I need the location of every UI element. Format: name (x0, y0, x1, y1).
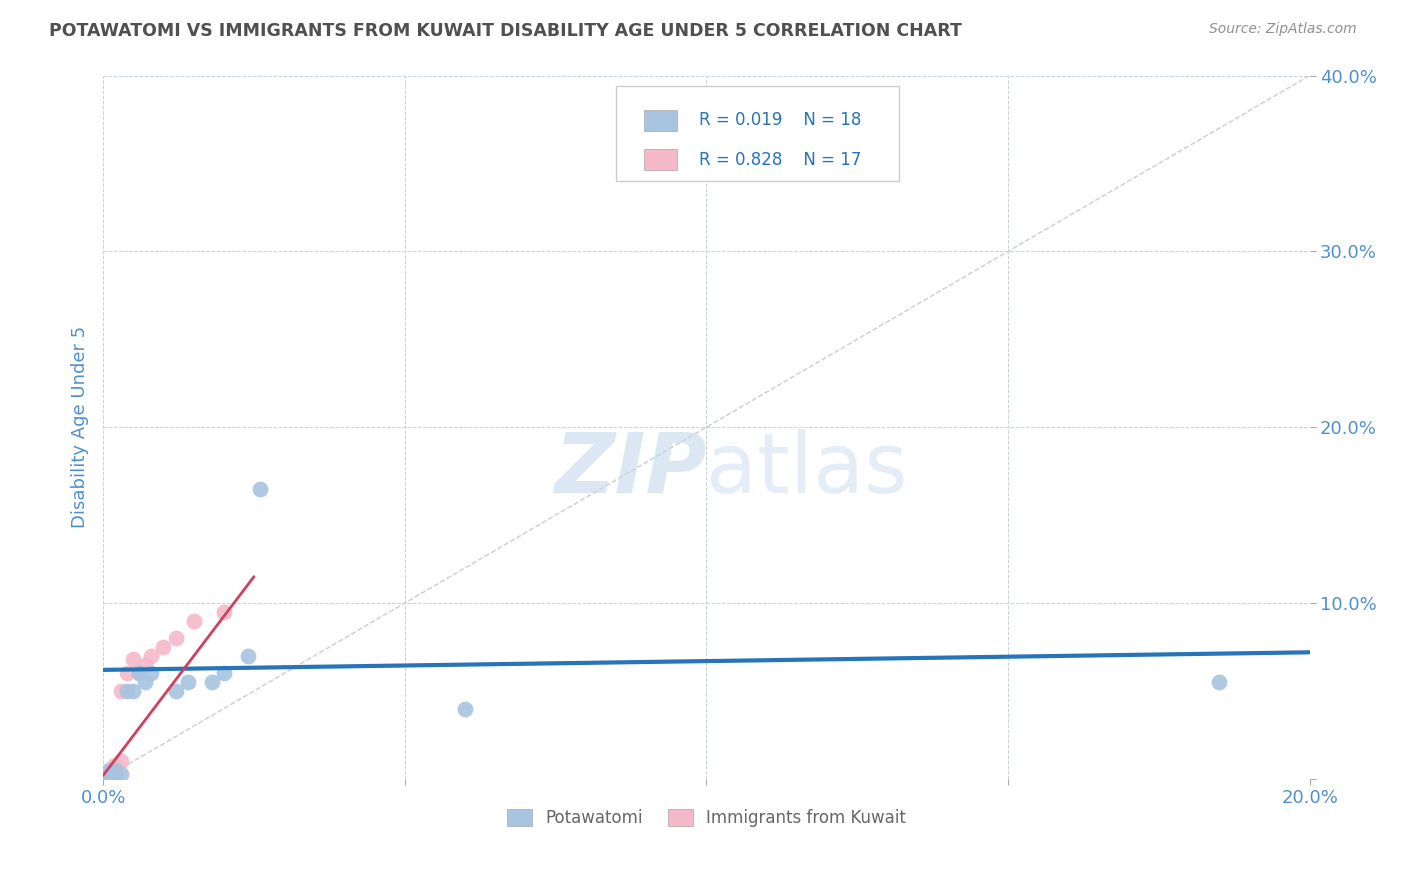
Point (91, 772, 114, 786)
Point (98, 764, 121, 779)
Point (110, 766, 132, 780)
Point (165, 632, 187, 646)
Point (117, 666, 139, 681)
Point (134, 675, 156, 690)
Point (212, 666, 235, 681)
Text: POTAWATOMI VS IMMIGRANTS FROM KUWAIT DISABILITY AGE UNDER 5 CORRELATION CHART: POTAWATOMI VS IMMIGRANTS FROM KUWAIT DIS… (49, 22, 962, 40)
Point (176, 675, 198, 690)
FancyBboxPatch shape (644, 110, 678, 131)
FancyBboxPatch shape (644, 149, 678, 170)
Point (134, 657, 156, 672)
Point (128, 666, 150, 681)
Point (104, 764, 127, 779)
Point (141, 666, 163, 681)
Point (152, 640, 174, 654)
Point (201, 675, 224, 690)
Point (104, 772, 127, 786)
Point (110, 755, 132, 769)
Point (122, 684, 145, 698)
Point (236, 648, 259, 663)
Point (165, 684, 187, 698)
Point (98, 772, 121, 786)
Point (141, 648, 163, 663)
Point (98, 768, 121, 782)
Point (454, 701, 477, 715)
Point (249, 482, 271, 496)
Text: ZIP: ZIP (554, 429, 706, 510)
Point (117, 684, 139, 698)
Text: R = 0.019    N = 18: R = 0.019 N = 18 (699, 112, 862, 129)
Point (110, 684, 132, 698)
Point (122, 652, 145, 666)
FancyBboxPatch shape (616, 86, 900, 181)
Point (128, 666, 150, 681)
Text: R = 0.828    N = 17: R = 0.828 N = 17 (699, 151, 862, 169)
Legend: Potawatomi, Immigrants from Kuwait: Potawatomi, Immigrants from Kuwait (501, 803, 912, 834)
Text: Source: ZipAtlas.com: Source: ZipAtlas.com (1209, 22, 1357, 37)
Text: atlas: atlas (706, 429, 908, 510)
Point (183, 614, 205, 628)
Point (91, 768, 114, 782)
Point (104, 757, 127, 772)
Y-axis label: Disability Age Under 5: Disability Age Under 5 (72, 326, 89, 528)
Point (104, 763, 127, 777)
Point (1208, 675, 1230, 690)
Point (98, 763, 121, 777)
Point (212, 605, 235, 619)
